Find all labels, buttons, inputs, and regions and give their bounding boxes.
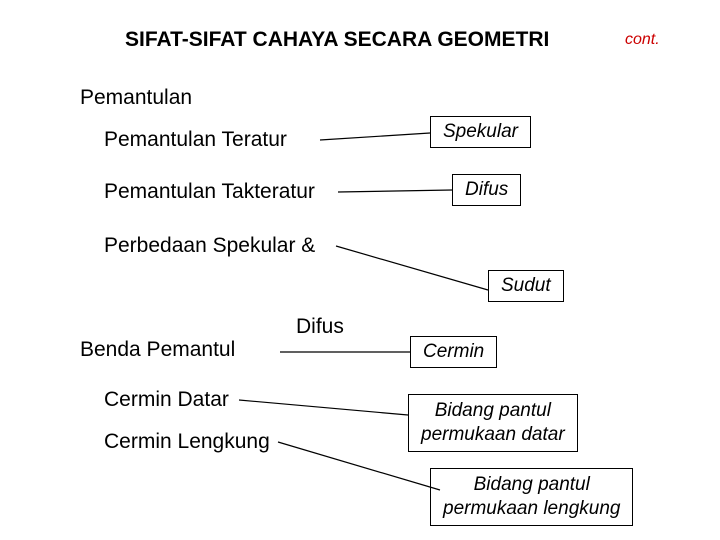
box-sudut: Sudut [488, 270, 564, 302]
sub-pemantulan-teratur: Pemantulan Teratur [104, 128, 287, 152]
sub-perbedaan-spekular: Perbedaan Spekular & [104, 234, 315, 258]
sub-cermin-datar: Cermin Datar [104, 388, 229, 412]
page-title-cont: cont. [625, 31, 660, 49]
box-bidang-lengkung-line1: Bidang pantul [474, 474, 590, 495]
connector-3 [336, 246, 488, 290]
box-bidang-lengkung: Bidang pantul permukaan lengkung [430, 468, 633, 526]
box-difus: Difus [452, 174, 521, 206]
heading-pemantulan: Pemantulan [80, 86, 192, 110]
box-bidang-datar-line2: permukaan datar [421, 424, 565, 445]
box-bidang-datar: Bidang pantul permukaan datar [408, 394, 578, 452]
connector-1 [320, 133, 430, 140]
label-difus: Difus [296, 315, 344, 339]
page-title-main: SIFAT-SIFAT CAHAYA SECARA GEOMETRI [125, 28, 549, 52]
box-spekular: Spekular [430, 116, 531, 148]
connector-2 [338, 190, 452, 192]
sub-pemantulan-takteratur: Pemantulan Takteratur [104, 180, 315, 204]
box-bidang-datar-line1: Bidang pantul [435, 400, 551, 421]
box-bidang-lengkung-line2: permukaan lengkung [443, 498, 620, 519]
sub-cermin-lengkung: Cermin Lengkung [104, 430, 270, 454]
connectors-svg [0, 0, 720, 540]
heading-benda-pemantul: Benda Pemantul [80, 338, 235, 362]
connector-5 [239, 400, 408, 415]
box-cermin: Cermin [410, 336, 497, 368]
